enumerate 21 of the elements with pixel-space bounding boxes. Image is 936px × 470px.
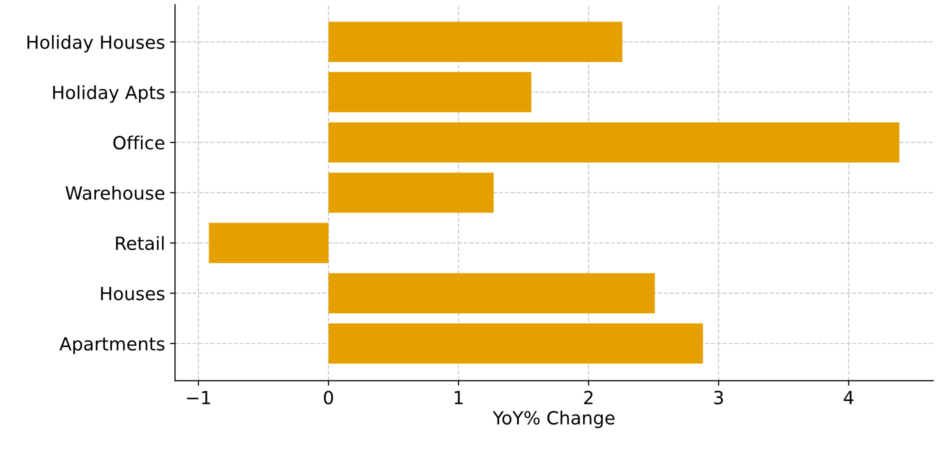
- y-tick-label: Warehouse: [66, 186, 164, 200]
- y-tick-label: Houses: [101, 286, 164, 300]
- bar: [328, 122, 900, 163]
- x-tick-label: 1: [454, 390, 463, 404]
- bar: [328, 72, 532, 112]
- bar: [328, 323, 704, 364]
- x-tick-label: −1: [187, 390, 210, 404]
- y-tick-label: Office: [113, 136, 164, 150]
- x-tick-label: 3: [714, 390, 723, 404]
- bar: [208, 222, 328, 264]
- y-tick-label: Apartments: [59, 337, 164, 354]
- bar: [328, 172, 494, 213]
- y-tick-label: Holiday Apts: [53, 85, 164, 103]
- bar: [328, 273, 655, 314]
- x-tick-label: 0: [324, 390, 334, 404]
- y-tick-label: Retail: [116, 236, 164, 250]
- x-axis-title: YoY% Change: [492, 410, 615, 428]
- bar: [328, 22, 622, 62]
- y-tick-label: Holiday Houses: [27, 35, 164, 53]
- x-tick-label: 4: [844, 390, 854, 404]
- x-tick-label: 2: [584, 390, 593, 404]
